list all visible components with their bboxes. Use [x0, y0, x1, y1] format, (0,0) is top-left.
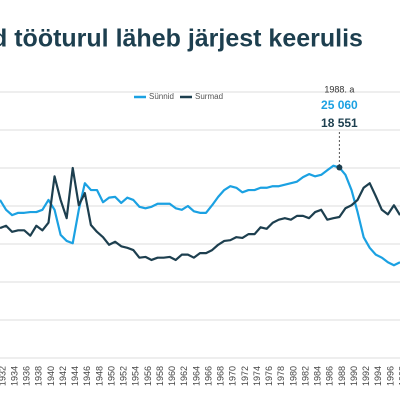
- x-tick-label: 1980: [288, 366, 298, 386]
- x-tick-label: 1954: [131, 366, 141, 386]
- x-tick-label: 1994: [373, 366, 383, 386]
- x-tick-label: 1996: [385, 366, 395, 386]
- x-tick-label: 1946: [82, 366, 92, 386]
- x-tick-label: 1940: [46, 366, 56, 386]
- x-tick-label: 1998: [397, 366, 400, 386]
- x-tick-label: 1992: [361, 366, 371, 386]
- annotation-label: 1988. a: [324, 84, 354, 94]
- x-tick-label: 1966: [203, 366, 213, 386]
- x-tick-label: 1990: [349, 366, 359, 386]
- chart-title: d tööturul läheb järjest keerulis: [0, 25, 363, 53]
- annotation-dot: [336, 164, 343, 171]
- series-line: [0, 164, 400, 267]
- x-tick-label: 1932: [0, 366, 7, 386]
- x-tick-label: 1936: [22, 366, 32, 386]
- x-tick-label: 1968: [216, 366, 226, 386]
- x-tick-label: 1974: [252, 366, 262, 386]
- x-tick-label: 1956: [143, 366, 153, 386]
- annotation-value: 25 060: [321, 98, 358, 112]
- x-tick-label: 1972: [240, 366, 250, 386]
- x-tick-label: 1934: [9, 366, 19, 386]
- x-tick-label: 1944: [70, 366, 80, 386]
- x-tick-label: 1988: [337, 366, 347, 386]
- x-tick-label: 1984: [313, 366, 323, 386]
- x-tick-label: 1976: [264, 366, 274, 386]
- x-tick-label: 1948: [94, 366, 104, 386]
- annotation-value: 18 551: [321, 116, 358, 130]
- x-tick-label: 1952: [119, 366, 129, 386]
- x-tick-label: 1938: [34, 366, 44, 386]
- x-tick-label: 1978: [276, 366, 286, 386]
- x-tick-label: 1982: [300, 366, 310, 386]
- x-tick-label: 1970: [228, 366, 238, 386]
- legend-label: Surmad: [195, 92, 223, 101]
- x-tick-label: 1964: [191, 366, 201, 386]
- x-tick-label: 1986: [325, 366, 335, 386]
- series-line: [0, 166, 400, 262]
- x-tick-label: 1962: [179, 366, 189, 386]
- x-tick-label: 1950: [106, 366, 116, 386]
- x-tick-label: 1942: [58, 366, 68, 386]
- x-tick-label: 1958: [155, 366, 165, 386]
- x-tick-label: 1960: [167, 366, 177, 386]
- legend-label: Sünnid: [149, 92, 174, 101]
